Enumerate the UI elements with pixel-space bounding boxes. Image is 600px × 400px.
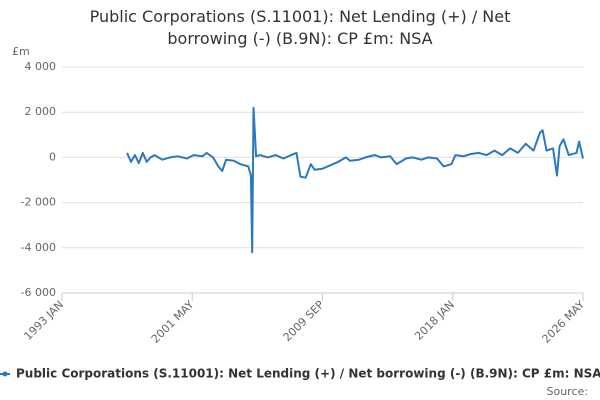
x-tick-label: 2018 JAN bbox=[412, 298, 457, 343]
x-tick-label: 1993 JAN bbox=[21, 298, 66, 343]
x-tick-label: 2026 MAY bbox=[540, 298, 588, 346]
y-tick-label: -4 000 bbox=[21, 241, 56, 254]
y-tick-label: 4 000 bbox=[25, 60, 57, 73]
legend-marker bbox=[2, 371, 8, 377]
data-line bbox=[126, 106, 584, 254]
legend-label: Public Corporations (S.11001): Net Lendi… bbox=[16, 367, 600, 381]
y-tick-label: -6 000 bbox=[21, 286, 56, 299]
x-tick-label: 2009 SEP bbox=[281, 298, 327, 344]
y-axis-label: £m bbox=[12, 45, 30, 58]
source: Source: bbox=[547, 385, 589, 398]
chart-title: Public Corporations (S.11001): Net Lendi… bbox=[89, 7, 511, 48]
x-tick-label: 2001 MAY bbox=[149, 298, 197, 346]
y-tick-label: -2 000 bbox=[21, 196, 56, 209]
y-tick-label: 0 bbox=[49, 150, 56, 163]
y-tick-label: 2 000 bbox=[25, 105, 57, 118]
